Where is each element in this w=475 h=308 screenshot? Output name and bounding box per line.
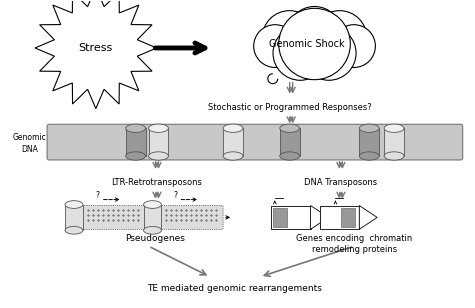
- Circle shape: [332, 25, 375, 67]
- Ellipse shape: [143, 226, 162, 234]
- Polygon shape: [311, 205, 329, 229]
- Bar: [143, 205, 162, 230]
- Bar: [149, 128, 169, 156]
- Ellipse shape: [143, 201, 162, 209]
- Text: Genomic Shock: Genomic Shock: [269, 39, 344, 49]
- Text: DNA: DNA: [21, 144, 38, 154]
- Bar: [280, 128, 300, 156]
- Ellipse shape: [223, 124, 243, 132]
- Ellipse shape: [65, 201, 83, 209]
- Circle shape: [287, 6, 342, 61]
- Text: Genomic: Genomic: [12, 133, 46, 142]
- Circle shape: [313, 11, 367, 65]
- Circle shape: [302, 26, 356, 80]
- Text: LTR-Retrotransposons: LTR-Retrotransposons: [111, 178, 202, 187]
- Bar: [320, 205, 359, 229]
- Text: Stochastic or Programmed Responses?: Stochastic or Programmed Responses?: [208, 103, 371, 112]
- FancyBboxPatch shape: [47, 124, 463, 160]
- Ellipse shape: [384, 152, 404, 160]
- Bar: [384, 128, 404, 156]
- Ellipse shape: [280, 124, 300, 132]
- FancyBboxPatch shape: [83, 205, 144, 229]
- Circle shape: [254, 25, 297, 67]
- Bar: [273, 208, 287, 227]
- Ellipse shape: [126, 152, 145, 160]
- Text: TE mediated genomic rearrangements: TE mediated genomic rearrangements: [148, 284, 323, 293]
- Ellipse shape: [280, 152, 300, 160]
- Bar: [223, 128, 243, 156]
- Ellipse shape: [359, 152, 379, 160]
- Bar: [342, 208, 355, 227]
- Ellipse shape: [223, 152, 243, 160]
- Circle shape: [285, 18, 344, 78]
- Ellipse shape: [65, 226, 83, 234]
- Text: ?: ?: [96, 191, 100, 200]
- Text: Stress: Stress: [79, 43, 113, 53]
- Ellipse shape: [149, 124, 169, 132]
- Bar: [126, 128, 145, 156]
- Text: ?: ?: [173, 191, 177, 200]
- Polygon shape: [359, 205, 377, 229]
- Ellipse shape: [126, 124, 145, 132]
- Ellipse shape: [359, 124, 379, 132]
- Bar: [65, 205, 83, 230]
- FancyBboxPatch shape: [162, 205, 223, 229]
- Polygon shape: [35, 0, 157, 109]
- Text: Pseudogenes: Pseudogenes: [125, 234, 185, 243]
- Circle shape: [273, 26, 327, 80]
- Bar: [359, 128, 379, 156]
- Text: DNA Transposons: DNA Transposons: [304, 178, 377, 187]
- Bar: [271, 205, 311, 229]
- Circle shape: [262, 11, 317, 65]
- Text: Genes encoding  chromatin
remodeling proteins: Genes encoding chromatin remodeling prot…: [296, 234, 412, 254]
- Circle shape: [279, 8, 351, 80]
- Ellipse shape: [384, 124, 404, 132]
- Ellipse shape: [149, 152, 169, 160]
